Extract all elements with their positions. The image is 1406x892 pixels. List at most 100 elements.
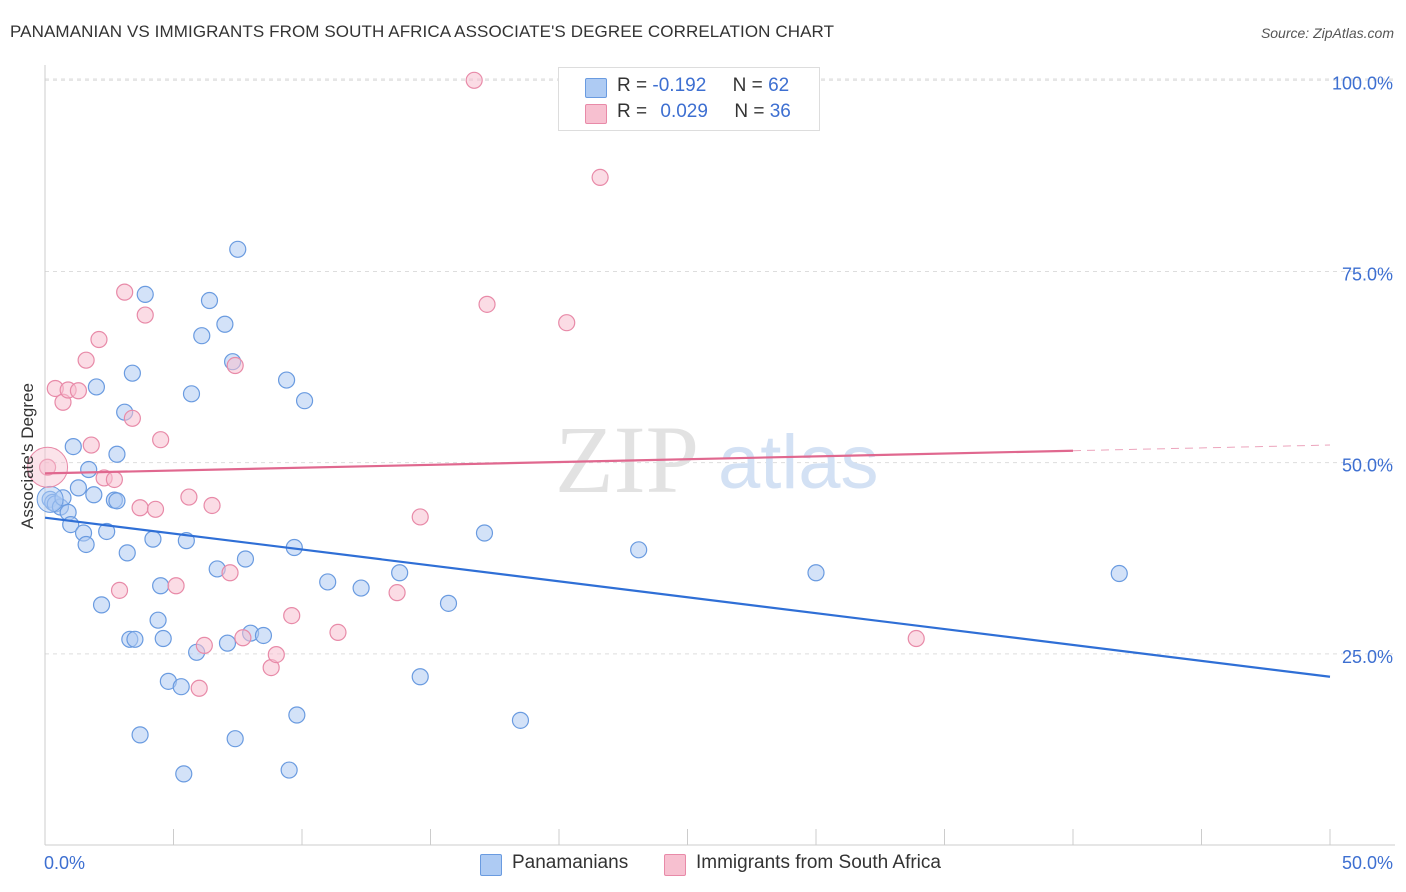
point-south-africa bbox=[82, 436, 100, 454]
point-panamanian bbox=[123, 364, 141, 382]
point-panamanian bbox=[98, 522, 116, 541]
point-panamanian bbox=[144, 530, 162, 548]
point-panamanian bbox=[295, 392, 314, 410]
chart-title: PANAMANIAN VS IMMIGRANTS FROM SOUTH AFRI… bbox=[10, 22, 835, 41]
point-panamanian bbox=[92, 596, 111, 614]
n-label: N = bbox=[732, 75, 763, 96]
point-south-africa bbox=[190, 679, 208, 697]
point-panamanian bbox=[352, 579, 370, 597]
n-value: 36 bbox=[769, 101, 791, 122]
point-panamanian bbox=[175, 765, 193, 783]
watermark-atlas: atlas bbox=[718, 420, 879, 505]
point-panamanian bbox=[118, 544, 136, 562]
point-south-africa bbox=[131, 499, 149, 517]
y-tick-label: 100.0% bbox=[1332, 73, 1393, 93]
legend-label: Panamanians bbox=[512, 852, 629, 873]
x-tick-label: 0.0% bbox=[44, 853, 85, 873]
point-south-africa bbox=[152, 431, 170, 449]
point-south-africa bbox=[167, 577, 185, 595]
y-tick-label: 25.0% bbox=[1342, 647, 1393, 667]
axes bbox=[44, 65, 1395, 846]
r-label: R = bbox=[617, 101, 648, 122]
point-panamanian bbox=[277, 371, 296, 389]
point-south-africa bbox=[203, 496, 221, 515]
grid-lines bbox=[45, 78, 1395, 655]
point-south-africa bbox=[465, 71, 483, 89]
point-panamanian bbox=[154, 629, 172, 648]
point-south-africa bbox=[77, 351, 95, 369]
point-panamanian bbox=[87, 378, 106, 396]
point-panamanian bbox=[216, 315, 234, 333]
point-panamanian bbox=[229, 240, 247, 258]
point-south-africa bbox=[221, 564, 239, 582]
point-panamanian-large bbox=[36, 485, 64, 513]
point-south-africa bbox=[116, 283, 134, 301]
point-panamanian bbox=[439, 594, 458, 612]
point-panamanian bbox=[475, 524, 494, 542]
point-panamanian bbox=[254, 626, 273, 645]
point-panamanian bbox=[126, 630, 144, 648]
r-value: 0.029 bbox=[660, 101, 708, 122]
point-panamanian bbox=[108, 492, 126, 510]
point-panamanian bbox=[511, 711, 530, 729]
point-panamanian bbox=[193, 327, 211, 345]
point-south-africa bbox=[591, 168, 609, 187]
point-panamanian bbox=[807, 564, 825, 582]
point-panamanian bbox=[280, 761, 298, 779]
legend-swatch-blue bbox=[480, 854, 502, 876]
point-panamanian bbox=[1110, 564, 1128, 583]
n-value: 62 bbox=[768, 75, 790, 96]
point-panamanian bbox=[218, 634, 237, 652]
point-south-africa bbox=[38, 458, 57, 476]
point-panamanian bbox=[226, 730, 244, 748]
point-panamanian bbox=[77, 535, 95, 554]
legend-swatch-pink bbox=[664, 854, 686, 876]
point-south-africa bbox=[136, 306, 154, 324]
r-value: -0.192 bbox=[652, 75, 707, 96]
source-label: Source: ZipAtlas.com bbox=[1260, 25, 1394, 41]
point-panamanian bbox=[172, 678, 190, 696]
point-panamanian bbox=[182, 385, 201, 403]
point-south-africa bbox=[329, 623, 347, 642]
y-tick-label: 50.0% bbox=[1342, 456, 1393, 476]
trend-line-panamanians bbox=[44, 516, 1331, 678]
point-south-africa bbox=[558, 314, 576, 332]
trend-line-south-africa bbox=[44, 449, 1074, 475]
series-panamanians bbox=[36, 240, 1128, 783]
point-panamanian bbox=[391, 564, 409, 582]
point-south-africa bbox=[388, 584, 406, 602]
point-south-africa-large bbox=[27, 446, 69, 488]
x-tick-label: 50.0% bbox=[1342, 853, 1393, 873]
legend-label: Immigrants from South Africa bbox=[696, 852, 941, 873]
tick-labels: 25.0% 50.0% 75.0% 100.0% 0.0% 50.0% bbox=[44, 73, 1393, 873]
point-south-africa bbox=[283, 606, 301, 625]
trend-lines bbox=[44, 444, 1331, 678]
point-panamanian bbox=[149, 611, 167, 629]
point-south-africa bbox=[105, 470, 123, 489]
point-panamanian bbox=[80, 460, 98, 479]
legend-swatch-pink bbox=[585, 104, 607, 124]
point-south-africa bbox=[907, 629, 925, 648]
trend-line-south-africa-extension bbox=[1072, 444, 1331, 452]
point-panamanian bbox=[64, 437, 82, 456]
point-south-africa bbox=[478, 295, 496, 313]
n-label: N = bbox=[734, 101, 765, 122]
point-south-africa bbox=[267, 645, 285, 664]
point-panamanian bbox=[69, 479, 88, 497]
correlation-legend: R = -0.192 N = 62 R = 0.029 N = 36 bbox=[558, 67, 820, 131]
series-legend: Panamanians Immigrants from South Africa bbox=[0, 852, 1406, 878]
point-panamanian bbox=[411, 668, 429, 686]
point-south-africa bbox=[146, 500, 165, 518]
point-south-africa bbox=[110, 581, 129, 599]
point-panamanian bbox=[236, 550, 255, 568]
y-axis-label: Associate's Degree bbox=[18, 383, 37, 529]
point-south-africa bbox=[90, 330, 108, 349]
point-south-africa bbox=[123, 409, 141, 427]
point-south-africa bbox=[180, 488, 198, 506]
y-tick-label: 75.0% bbox=[1342, 264, 1393, 284]
point-panamanian bbox=[131, 726, 149, 744]
point-panamanian bbox=[288, 706, 306, 724]
point-south-africa bbox=[234, 629, 252, 647]
point-panamanian bbox=[108, 445, 126, 463]
